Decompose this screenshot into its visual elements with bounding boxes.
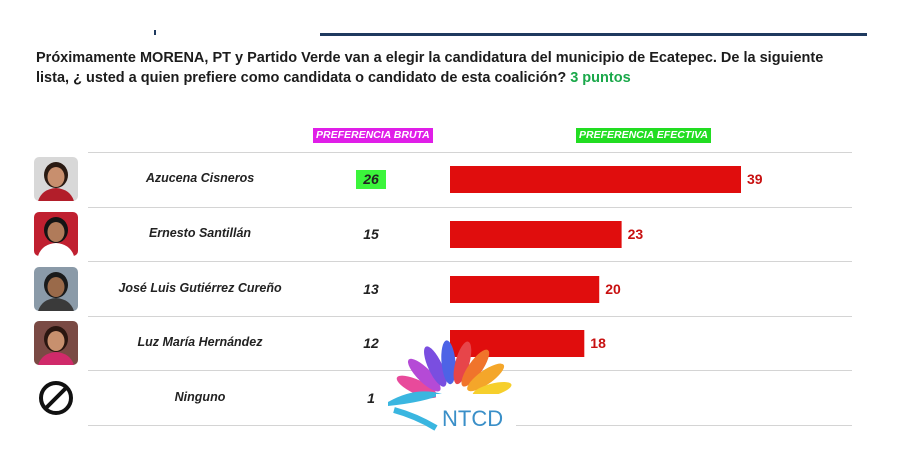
header-decoration-tick: [154, 30, 156, 35]
preferencia-bruta-value: 12: [363, 335, 379, 351]
effective-bar: [450, 276, 600, 303]
candidate-name: Ernesto Santillán: [148, 226, 252, 240]
effective-bar-label: 20: [605, 281, 621, 297]
person-photo-azucena: [34, 157, 78, 201]
effective-bar: [450, 166, 741, 193]
effective-bar-label: 23: [628, 226, 644, 242]
row-separator: [88, 261, 852, 262]
question-points: 3 puntos: [570, 70, 631, 86]
candidate-name: José Luis Gutiérrez Cureño: [118, 281, 282, 295]
logo-text: NTCD: [442, 406, 503, 431]
question-body: Próximamente MORENA, PT y Partido Verde …: [36, 50, 824, 86]
header-decoration-rule: [320, 33, 867, 36]
effective-bar: [450, 221, 622, 248]
question-text: Próximamente MORENA, PT y Partido Verde …: [36, 48, 856, 88]
person-photo-luz-maria: [34, 321, 78, 365]
row-separator: [88, 316, 852, 317]
effective-bar-label: 39: [747, 171, 763, 187]
person-photo-jose-luis: [34, 267, 78, 311]
candidate-name: Ninguno: [174, 390, 226, 404]
preferencia-bruta-value: 13: [363, 281, 379, 297]
column-header-preferencia-efectiva: PREFERENCIA EFECTIVA: [576, 128, 711, 143]
row-separator: [88, 207, 852, 208]
row-separator: [88, 152, 852, 153]
candidate-name: Luz María Hernández: [137, 335, 263, 349]
column-header-preferencia-bruta: PREFERENCIA BRUTA: [313, 128, 433, 143]
preferencia-bruta-value: 1: [367, 390, 375, 406]
effective-bar: [450, 330, 585, 357]
preferencia-bruta-value: 26: [356, 170, 386, 189]
preferencia-bruta-value: 15: [363, 226, 379, 242]
ntcd-logo: NTCD: [386, 336, 518, 436]
candidate-name: Azucena Cisneros: [145, 171, 255, 185]
effective-bar-label: 18: [590, 335, 606, 351]
person-photo-ernesto: [34, 212, 78, 256]
prohibited-icon: [38, 380, 74, 416]
